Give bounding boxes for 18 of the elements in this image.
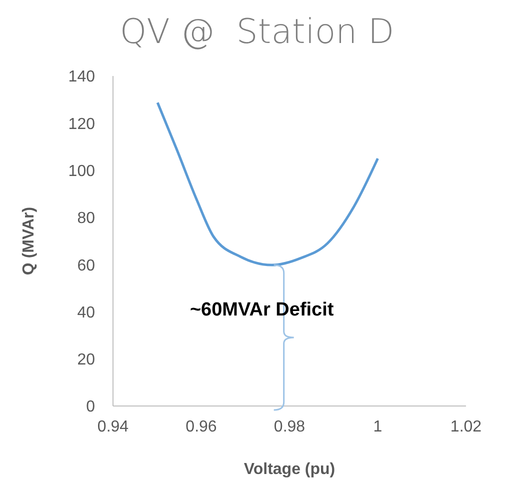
x-tick-label: 0.98 (274, 418, 306, 436)
line-series (156, 101, 379, 266)
annotation: ~60MVAr Deficit (190, 299, 334, 320)
y-tick-label: 100 (68, 162, 96, 180)
y-tick-label: 40 (77, 304, 96, 322)
y-tick-label: 140 (68, 68, 96, 86)
x-tick-label: 1.02 (450, 418, 482, 436)
y-tick-label: 60 (77, 257, 96, 274)
y-axis-title: Q (MVAr) (20, 206, 38, 276)
x-tick-label: 0.96 (186, 418, 217, 436)
y-tick-label: 80 (77, 210, 96, 228)
x-tick-label: 1 (373, 418, 382, 436)
y-tick-label: 0 (86, 398, 96, 416)
chart-title: QV @ Station D (118, 12, 396, 52)
x-axis-title: Voltage (pu) (244, 461, 336, 478)
x-tick-label: 0.94 (97, 418, 129, 436)
y-tick-label: 20 (77, 352, 96, 369)
y-tick-label: 120 (68, 116, 96, 133)
